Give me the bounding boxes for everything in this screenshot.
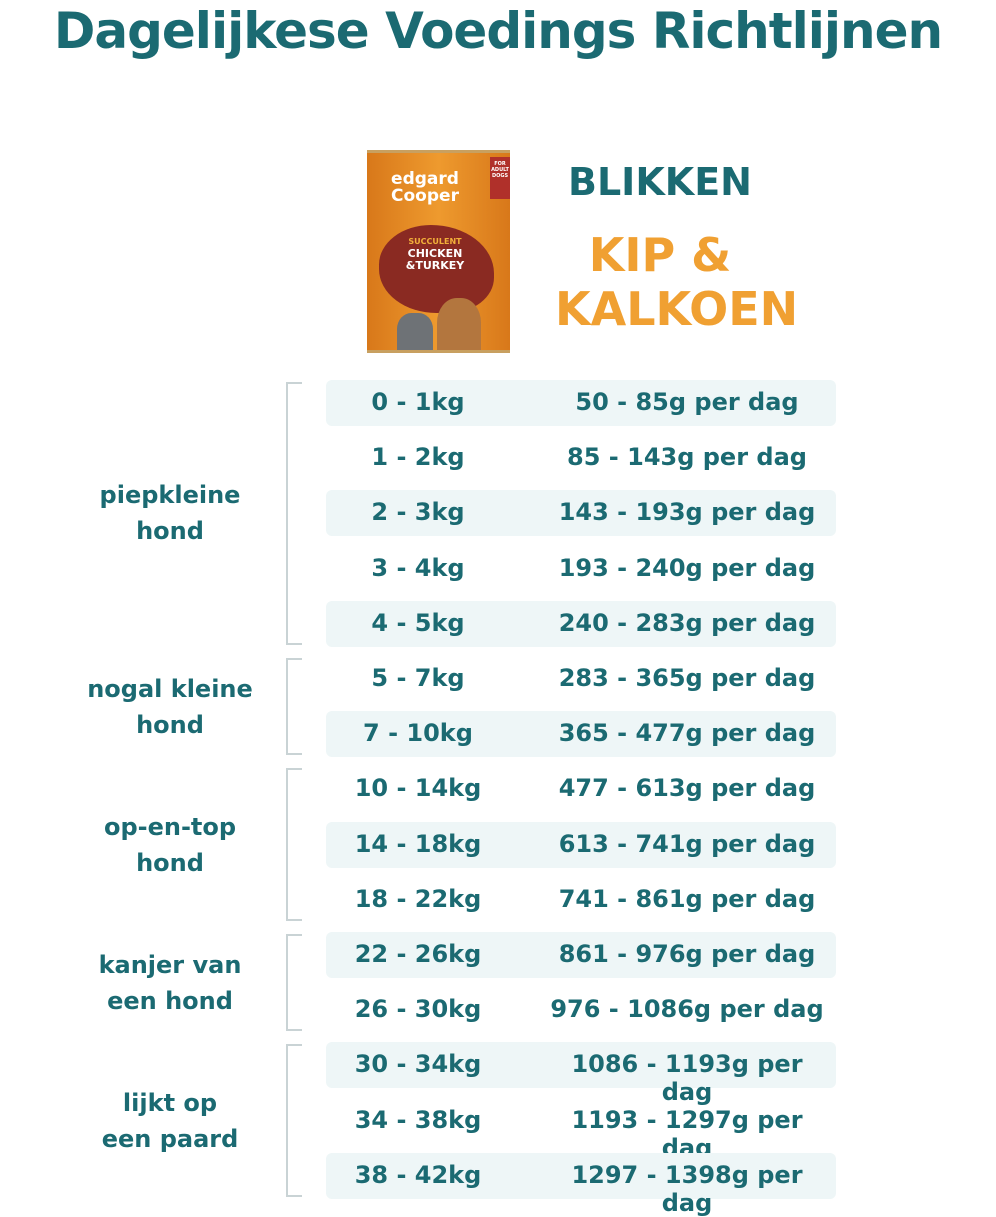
weight-range: 4 - 5kg — [371, 608, 465, 637]
can-label: SUCCULENT CHICKEN &TURKEY — [405, 237, 465, 272]
group-label: kanjer van een hond — [60, 947, 280, 1019]
flavor-line-1: KIP & — [588, 228, 732, 282]
table-row: 14 - 18kg 613 - 741g per dag — [326, 821, 836, 868]
dog-illustration — [437, 298, 481, 350]
group-bracket — [286, 768, 302, 921]
weight-range: 22 - 26kg — [354, 940, 482, 968]
table-row: 5 - 7kg 283 - 365g per dag — [326, 656, 836, 702]
weight-range: 34 - 38kg — [354, 1105, 482, 1134]
adult-dogs-badge: FOR ADULT DOGS — [490, 157, 510, 199]
table-row: 3 - 4kg 193 - 240g per dag — [326, 546, 836, 592]
chicken-illustration — [379, 225, 494, 313]
table-row: 4 - 5kg 240 - 283g per dag — [326, 600, 836, 647]
group-bracket — [286, 382, 302, 645]
table-row: 18 - 22kg 741 - 861g per dag — [326, 877, 836, 923]
table-row: 22 - 26kg 861 - 976g per dag — [326, 932, 836, 978]
group-bracket — [286, 934, 302, 1032]
cat-illustration — [397, 313, 433, 350]
product-can-image: edgard Cooper FOR ADULT DOGS SUCCULENT CHICK… — [367, 150, 510, 353]
table-row: 1 - 2kg 85 - 143g per dag — [326, 435, 836, 481]
daily-amount: 240 - 283g per dag — [558, 608, 816, 637]
daily-amount: 1297 - 1398g per dag — [571, 1160, 803, 1217]
daily-amount: 193 - 240g per dag — [558, 553, 816, 582]
daily-amount: 50 - 85g per dag — [575, 388, 799, 416]
group-bracket — [286, 1044, 302, 1197]
daily-amount: 861 - 976g per dag — [558, 940, 816, 968]
group-label: nogal kleine hond — [60, 671, 280, 743]
daily-amount: 85 - 143g per dag — [567, 443, 807, 472]
group-label-line-2: hond — [136, 517, 204, 546]
weight-range: 38 - 42kg — [354, 1160, 482, 1189]
weight-range: 18 - 22kg — [354, 884, 482, 913]
group-label-line-1: nogal kleine — [87, 674, 253, 703]
group-label: lijkt op een paard — [60, 1085, 280, 1157]
brand-logo: edgard Cooper — [391, 169, 459, 206]
daily-amount: 283 - 365g per dag — [558, 664, 816, 692]
weight-range: 1 - 2kg — [371, 443, 465, 472]
table-row: 2 - 3kg 143 - 193g per dag — [326, 490, 836, 537]
group-label: piepkleine hond — [60, 477, 280, 549]
weight-range: 26 - 30kg — [354, 995, 482, 1024]
group-label-line-1: kanjer van — [98, 950, 242, 979]
weight-range: 2 - 3kg — [371, 498, 465, 527]
flavor-line-2: KALKOEN — [555, 282, 799, 336]
group-label-line-1: lijkt op — [122, 1088, 218, 1117]
daily-amount: 365 - 477g per dag — [558, 719, 816, 748]
table-row: 30 - 34kg 1086 - 1193g per dag — [326, 1042, 836, 1106]
group-label-line-2: een paard — [101, 1124, 239, 1153]
group-bracket — [286, 658, 302, 756]
group-label-line-1: op-en-top — [103, 812, 237, 841]
daily-amount: 477 - 613g per dag — [558, 774, 816, 803]
table-row: 34 - 38kg 1193 - 1297g per dag — [326, 1098, 836, 1162]
weight-range: 3 - 4kg — [371, 553, 465, 582]
group-label-line-1: piepkleine — [99, 481, 241, 510]
weight-range: 10 - 14kg — [354, 774, 482, 803]
group-label: op-en-top hond — [60, 809, 280, 881]
group-label-line-2: hond — [136, 848, 204, 877]
group-label-line-2: hond — [136, 710, 204, 739]
weight-range: 30 - 34kg — [354, 1050, 482, 1079]
daily-amount: 741 - 861g per dag — [558, 884, 816, 913]
weight-range: 5 - 7kg — [371, 664, 465, 692]
daily-amount: 613 - 741g per dag — [558, 829, 816, 858]
product-type: BLIKKEN — [568, 160, 752, 204]
table-row: 38 - 42kg 1297 - 1398g per dag — [326, 1152, 836, 1217]
weight-range: 0 - 1kg — [371, 388, 465, 416]
table-row: 10 - 14kg 477 - 613g per dag — [326, 766, 836, 812]
daily-amount: 976 - 1086g per dag — [550, 995, 824, 1024]
table-row: 7 - 10kg 365 - 477g per dag — [326, 711, 836, 758]
weight-range: 7 - 10kg — [363, 719, 473, 748]
table-row: 0 - 1kg 50 - 85g per dag — [326, 380, 836, 426]
daily-amount: 1086 - 1193g per dag — [571, 1050, 803, 1107]
table-row: 26 - 30kg 976 - 1086g per dag — [326, 987, 836, 1033]
page-title: Dagelijkese Voedings Richtlijnen — [53, 2, 943, 60]
product-flavor: KIP & KALKOEN — [555, 228, 799, 336]
weight-range: 14 - 18kg — [354, 829, 482, 858]
daily-amount: 143 - 193g per dag — [558, 498, 816, 527]
group-label-line-2: een hond — [107, 986, 233, 1015]
